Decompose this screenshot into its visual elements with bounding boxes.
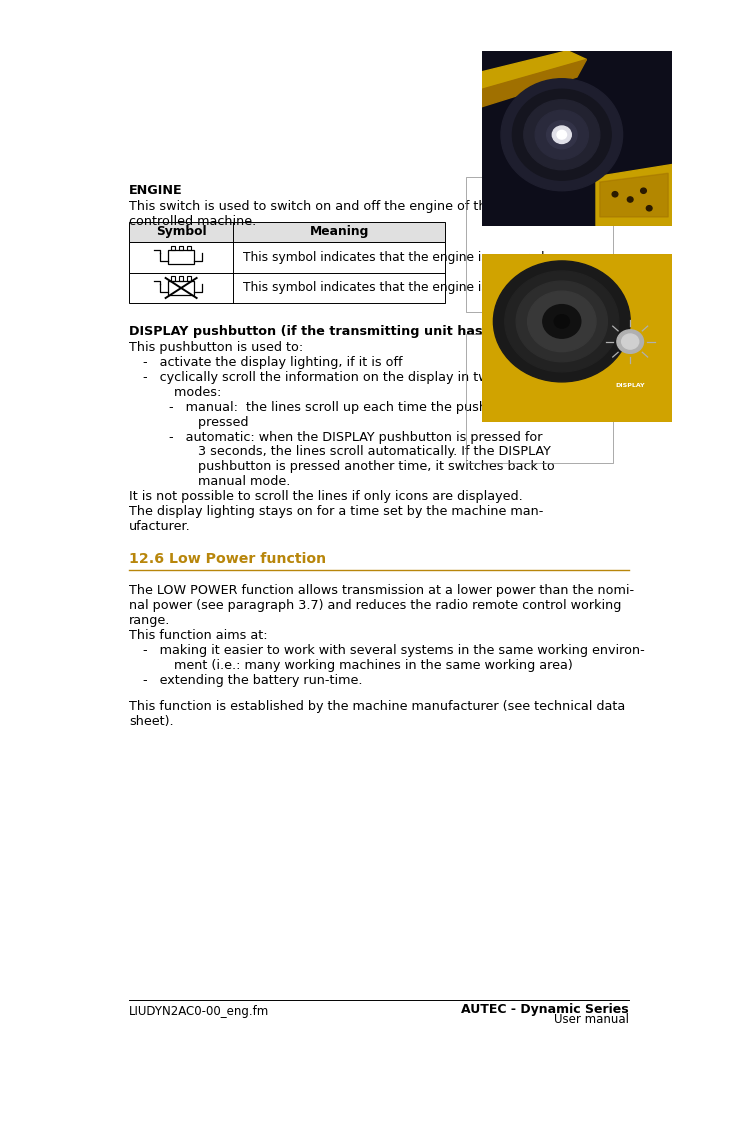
Circle shape bbox=[528, 292, 596, 351]
Circle shape bbox=[627, 196, 633, 202]
Text: 12.6 Low Power function: 12.6 Low Power function bbox=[129, 552, 326, 566]
Circle shape bbox=[505, 271, 619, 372]
Text: controlled machine.: controlled machine. bbox=[129, 215, 256, 227]
Text: This function is established by the machine manufacturer (see technical data: This function is established by the mach… bbox=[129, 700, 625, 713]
Bar bbox=[129, 242, 445, 272]
Bar bbox=[129, 272, 445, 303]
Bar bbox=[187, 246, 191, 250]
Circle shape bbox=[535, 110, 588, 160]
Text: nal power (see paragraph 3.7) and reduces the radio remote control working: nal power (see paragraph 3.7) and reduce… bbox=[129, 599, 621, 612]
Text: This switch is used to switch on and off the engine of the remote: This switch is used to switch on and off… bbox=[129, 200, 544, 212]
Text: User manual: User manual bbox=[554, 1014, 629, 1026]
Circle shape bbox=[512, 90, 611, 180]
Circle shape bbox=[557, 131, 567, 139]
Text: -   making it easier to work with several systems in the same working environ-: - making it easier to work with several … bbox=[143, 644, 644, 657]
Polygon shape bbox=[482, 51, 587, 90]
Text: 41: 41 bbox=[633, 146, 654, 161]
Circle shape bbox=[543, 304, 581, 339]
Circle shape bbox=[612, 192, 618, 196]
Bar bbox=[179, 246, 183, 250]
Text: ment (i.e.: many working machines in the same working area): ment (i.e.: many working machines in the… bbox=[158, 659, 573, 672]
Text: Symbol: Symbol bbox=[156, 225, 206, 239]
Polygon shape bbox=[596, 164, 672, 226]
Text: -   cyclically scroll the information on the display in two different: - cyclically scroll the information on t… bbox=[143, 371, 555, 383]
Circle shape bbox=[554, 315, 570, 328]
Bar bbox=[168, 281, 194, 295]
Circle shape bbox=[554, 127, 570, 141]
Bar bbox=[129, 222, 445, 242]
Text: range.: range. bbox=[129, 614, 170, 627]
Text: DISPLAY pushbutton (if the transmitting unit has a display): DISPLAY pushbutton (if the transmitting … bbox=[129, 325, 557, 338]
Circle shape bbox=[617, 329, 644, 354]
Circle shape bbox=[641, 188, 647, 193]
Text: The display lighting stays on for a time set by the machine man-: The display lighting stays on for a time… bbox=[129, 505, 543, 519]
Text: This symbol indicates that the engine is switched off.: This symbol indicates that the engine is… bbox=[242, 281, 569, 295]
Text: -   extending the battery run-time.: - extending the battery run-time. bbox=[143, 674, 362, 687]
Text: Low Power function: Low Power function bbox=[500, 158, 621, 172]
Text: DISPLAY: DISPLAY bbox=[616, 382, 645, 388]
Bar bbox=[179, 277, 183, 281]
Bar bbox=[611, 362, 664, 409]
Text: Working: Working bbox=[551, 146, 621, 161]
Text: This function aims at:: This function aims at: bbox=[129, 629, 268, 642]
Text: 3 seconds, the lines scroll automatically. If the DISPLAY: 3 seconds, the lines scroll automaticall… bbox=[182, 445, 551, 458]
Text: ufacturer.: ufacturer. bbox=[129, 520, 191, 534]
Text: LIUDYN2AC0-00_eng.fm: LIUDYN2AC0-00_eng.fm bbox=[129, 1004, 269, 1018]
Circle shape bbox=[621, 334, 638, 349]
Circle shape bbox=[501, 79, 622, 191]
Circle shape bbox=[494, 261, 630, 382]
Circle shape bbox=[547, 121, 577, 149]
Text: pushbutton is pressed another time, it switches back to: pushbutton is pressed another time, it s… bbox=[182, 460, 554, 473]
Text: This symbol indicates that the engine is powered on.: This symbol indicates that the engine is… bbox=[242, 250, 568, 264]
Bar bbox=[168, 250, 194, 264]
Polygon shape bbox=[600, 173, 668, 217]
Bar bbox=[466, 177, 613, 311]
Text: -   activate the display lighting, if it is off: - activate the display lighting, if it i… bbox=[143, 356, 402, 369]
Circle shape bbox=[524, 100, 600, 170]
Text: -   automatic: when the DISPLAY pushbutton is pressed for: - automatic: when the DISPLAY pushbutton… bbox=[169, 430, 542, 443]
Text: Meaning: Meaning bbox=[310, 225, 369, 239]
Circle shape bbox=[552, 126, 571, 144]
Text: manual mode.: manual mode. bbox=[182, 475, 290, 488]
Circle shape bbox=[517, 281, 607, 362]
Text: It is not possible to scroll the lines if only icons are displayed.: It is not possible to scroll the lines i… bbox=[129, 490, 522, 504]
Text: This pushbutton is used to:: This pushbutton is used to: bbox=[129, 341, 303, 354]
Text: -   manual:  the lines scroll up each time the pushbutton is: - manual: the lines scroll up each time … bbox=[169, 401, 544, 413]
Bar bbox=[187, 277, 191, 281]
Bar bbox=[466, 334, 613, 463]
Text: ENGINE: ENGINE bbox=[129, 184, 183, 197]
Text: modes:: modes: bbox=[158, 386, 222, 398]
Polygon shape bbox=[482, 60, 587, 107]
Text: pressed: pressed bbox=[182, 416, 248, 428]
Text: sheet).: sheet). bbox=[129, 715, 174, 728]
Circle shape bbox=[647, 205, 652, 211]
Bar bbox=[171, 246, 175, 250]
Text: AUTEC - Dynamic Series: AUTEC - Dynamic Series bbox=[461, 1003, 629, 1016]
Bar bbox=[171, 277, 175, 281]
Text: The LOW POWER function allows transmission at a lower power than the nomi-: The LOW POWER function allows transmissi… bbox=[129, 584, 634, 597]
